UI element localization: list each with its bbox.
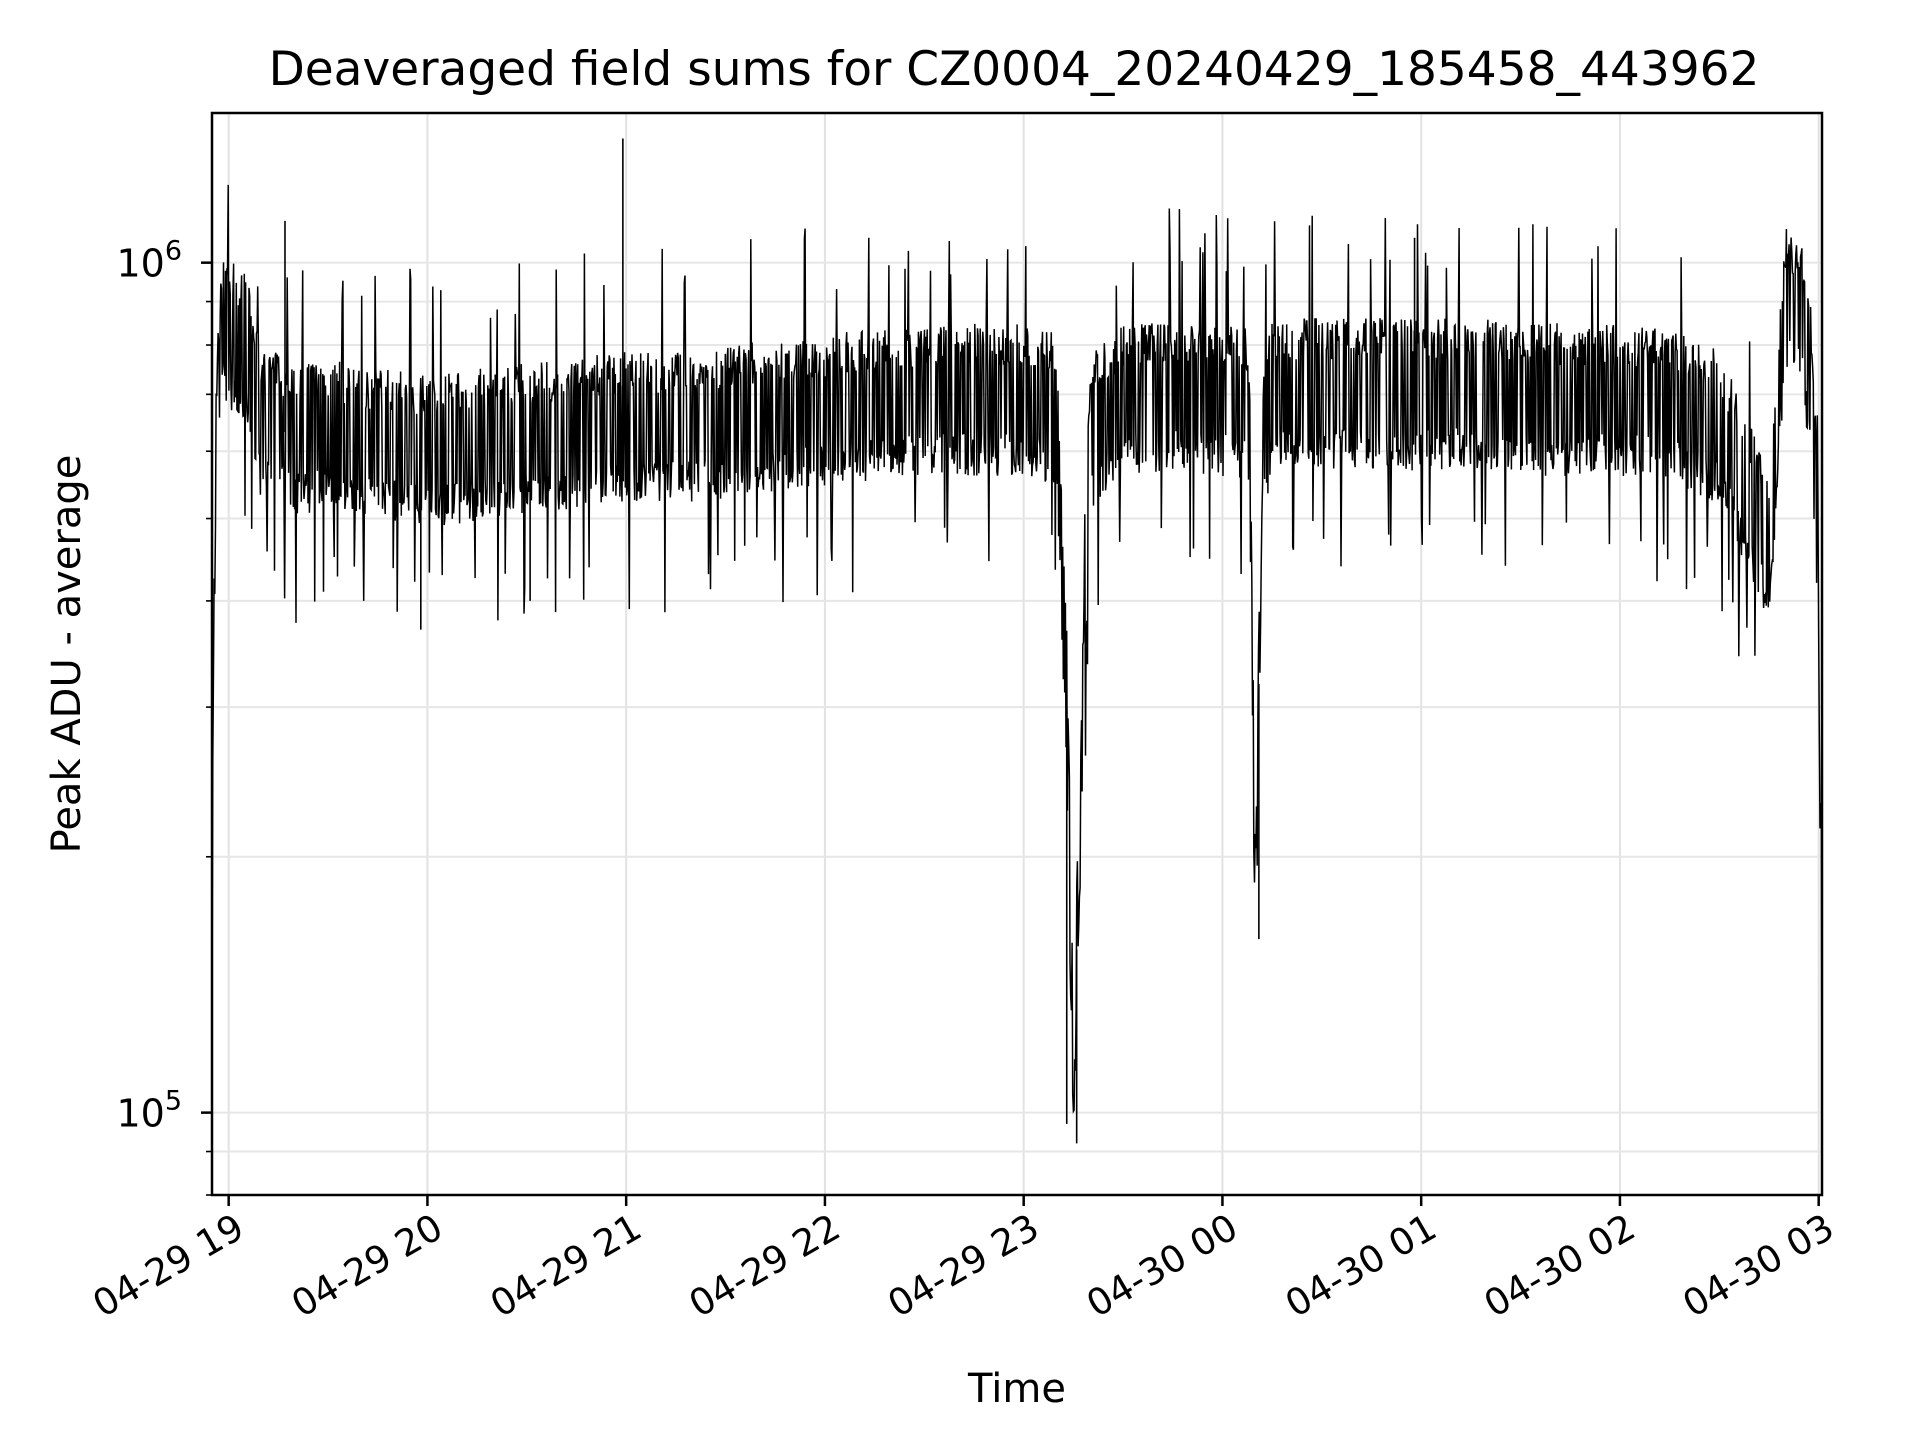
x-axis-label: Time [967,1366,1066,1412]
series-line [212,184,1822,1142]
y-tick-label: 105 [116,1086,182,1136]
axes-frame [210,111,1824,1197]
y-tick-label: 106 [116,236,182,286]
plot-area [212,138,1822,1144]
chart-title: Deaveraged field sums for CZ0004_2024042… [269,42,1760,97]
y-axis: 105 106 [116,236,212,1196]
y-axis-label: Peak ADU - average [44,455,90,854]
